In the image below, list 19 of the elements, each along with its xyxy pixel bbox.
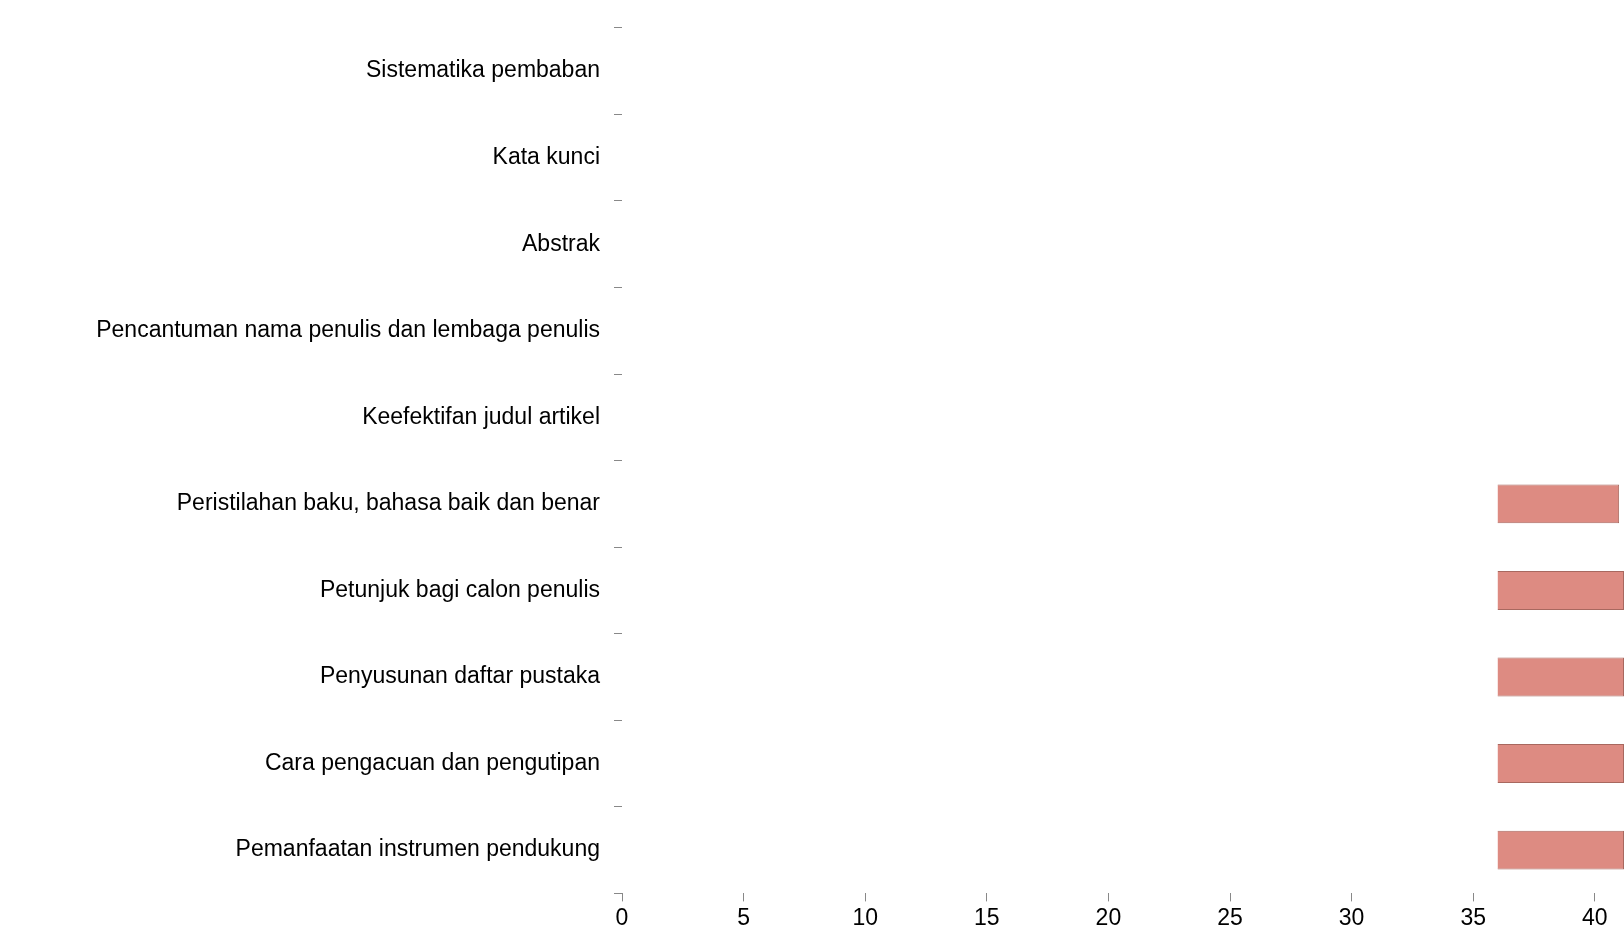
y-tick-label: Abstrak <box>522 229 601 256</box>
x-tick-label: 35 <box>1460 903 1487 930</box>
x-tick-label: 0 <box>615 903 629 930</box>
y-tick-label: Sistematika pembaban <box>366 56 600 83</box>
y-tick-label: Penyusunan daftar pustaka <box>319 662 601 689</box>
x-tick-label: 10 <box>852 903 878 930</box>
y-tick-label: Keefektifan judul artikel <box>362 402 600 429</box>
x-tick-label: 5 <box>737 903 750 930</box>
x-tick-label: 25 <box>1217 903 1243 930</box>
y-tick-label: Petunjuk bagi calon penulis <box>319 575 600 602</box>
y-tick-label: Kata kunci <box>492 142 600 169</box>
x-tick-label: 15 <box>974 903 1000 930</box>
x-tick-label: 40 <box>1582 903 1608 930</box>
x-tick-label: 20 <box>1095 903 1122 930</box>
y-tick-label: Cara pengacuan dan pengutipan <box>264 748 600 775</box>
x-tick-label: 30 <box>1338 903 1365 930</box>
y-tick-label: Peristilahan baku, bahasa baik dan benar <box>176 489 601 516</box>
y-tick-label: Pencantuman nama penulis dan lembaga penulis <box>96 316 600 343</box>
y-tick-label: Pemanfaatan instrumen pendukung <box>235 835 600 862</box>
